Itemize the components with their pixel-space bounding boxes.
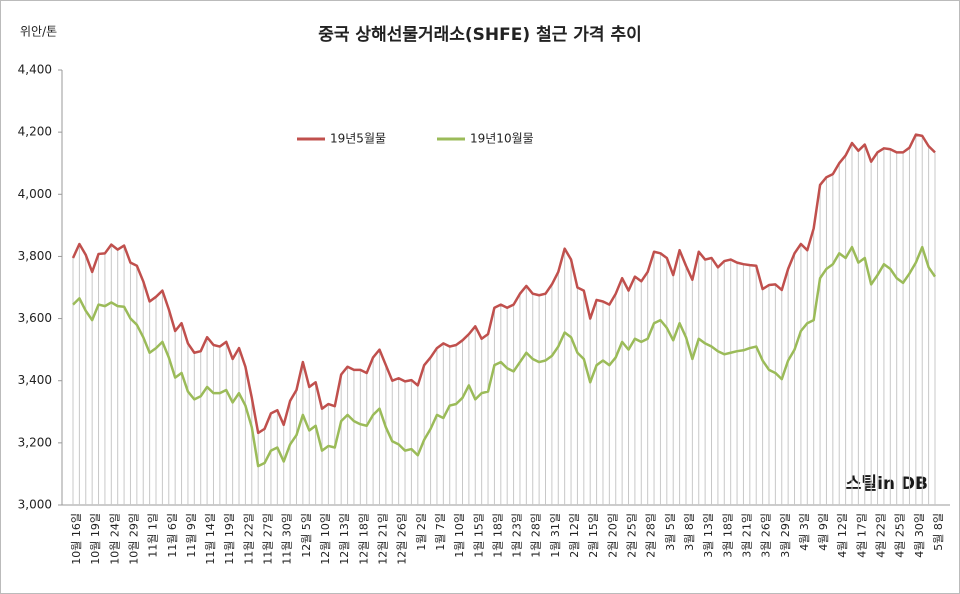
x-tick-label: 4월 17일	[854, 513, 868, 558]
x-tick-label: 11월 1일	[146, 513, 160, 558]
y-tick-label: 4,000	[18, 187, 52, 201]
x-tick-label: 10월 16일	[69, 513, 83, 565]
x-tick-label: 1월 10일	[452, 513, 466, 558]
x-tick-label: 11월 14일	[203, 513, 217, 565]
x-tick-label: 4월 12일	[835, 513, 849, 558]
series-line	[72, 245, 937, 468]
x-tick-label: 2월 15일	[586, 513, 600, 558]
x-tick-label: 10월 24일	[107, 513, 121, 565]
x-tick-label: 11월 19일	[222, 513, 236, 565]
x-tick-label: 1월 7일	[433, 513, 447, 551]
x-tick-label: 4월 30일	[912, 513, 926, 558]
x-tick-label: 1월 28일	[529, 513, 543, 558]
x-tick-label: 1월 31일	[548, 513, 562, 558]
x-tick-label: 4월 22일	[874, 513, 888, 558]
x-tick-label: 2월 20일	[605, 513, 619, 558]
x-tick-label: 4월 3일	[797, 513, 811, 551]
x-tick-label: 3월 29일	[778, 513, 792, 558]
x-tick-label: 3월 8일	[682, 513, 696, 551]
x-tick-label: 1월 18일	[490, 513, 504, 558]
y-tick-label: 3,200	[18, 435, 52, 449]
x-tick-label: 4월 9일	[816, 513, 830, 551]
x-tick-label: 11월 30일	[280, 513, 294, 565]
x-tick-label: 12월 18일	[356, 513, 370, 565]
y-tick-label: 3,600	[18, 311, 52, 325]
x-tick-label: 1월 15일	[471, 513, 485, 558]
x-tick-label: 12월 26일	[395, 513, 409, 565]
x-tick-label: 12월 13일	[337, 513, 351, 565]
series-line	[71, 133, 936, 435]
legend-label: 19년10월물	[470, 132, 534, 146]
y-tick-label: 4,400	[18, 63, 52, 77]
x-tick-label: 3월 13일	[701, 513, 715, 558]
x-tick-label: 12월 10일	[318, 513, 332, 565]
logo: 스틸in DB	[846, 473, 928, 494]
x-tick-label: 11월 6일	[165, 513, 179, 558]
y-tick-label: 4,200	[18, 125, 52, 139]
x-tick-label: 1월 2일	[414, 513, 428, 551]
x-tick-label: 11월 9일	[184, 513, 198, 558]
legend-label: 19년5월물	[330, 132, 386, 146]
x-tick-label: 4월 25일	[893, 513, 907, 558]
x-tick-label: 1월 23일	[510, 513, 524, 558]
x-tick-label: 2월 25일	[625, 513, 639, 558]
x-tick-label: 3월 5일	[663, 513, 677, 551]
y-axis-label: 위안/톤	[20, 25, 57, 39]
x-tick-label: 3월 21일	[739, 513, 753, 558]
chart-title: 중국 상해선물거래소(SHFE) 철근 가격 추이	[318, 25, 642, 45]
x-tick-label: 12월 21일	[375, 513, 389, 565]
x-tick-label: 2월 12일	[567, 513, 581, 558]
x-tick-label: 11월 22일	[241, 513, 255, 565]
y-tick-label: 3,000	[18, 498, 52, 512]
x-tick-label: 10월 29일	[126, 513, 140, 565]
x-tick-label: 12월 5일	[299, 513, 313, 558]
x-tick-label: 10월 19일	[88, 513, 102, 565]
x-tick-label: 3월 18일	[720, 513, 734, 558]
x-tick-label: 3월 26일	[759, 513, 773, 558]
x-tick-label: 11월 27일	[261, 513, 275, 565]
y-tick-label: 3,400	[18, 373, 52, 387]
x-tick-label: 5월 8일	[931, 513, 945, 551]
y-tick-label: 3,800	[18, 249, 52, 263]
x-tick-label: 2월 28일	[644, 513, 658, 558]
